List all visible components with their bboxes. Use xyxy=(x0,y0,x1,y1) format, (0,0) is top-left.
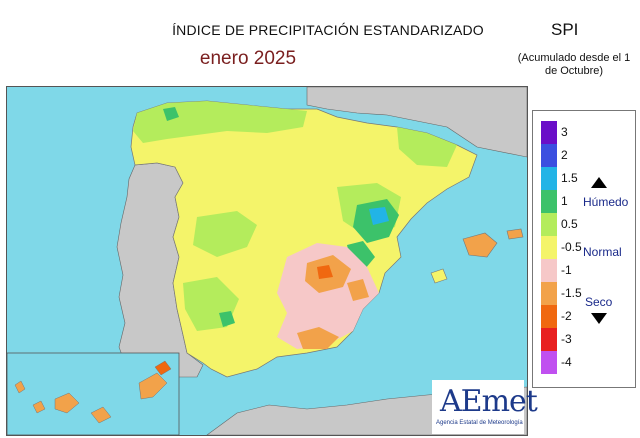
legend-swatch xyxy=(541,351,557,374)
wet-northeast-region xyxy=(397,127,457,167)
map-frame xyxy=(6,86,528,436)
legend-swatch xyxy=(541,236,557,259)
legend-swatch xyxy=(541,328,557,351)
spi-map xyxy=(7,87,527,435)
legend-wet-label: Húmedo xyxy=(583,195,629,209)
legend-swatch xyxy=(541,167,557,190)
wet-arrow-icon xyxy=(591,177,607,188)
legend-tick-label: 3 xyxy=(561,125,568,139)
canary-island-2 xyxy=(32,400,46,414)
wet-central-spot xyxy=(219,311,235,327)
legend-swatch xyxy=(541,305,557,328)
canary-island-5 xyxy=(138,372,168,400)
mallorca-island xyxy=(462,232,498,258)
legend-tick-label: 1.5 xyxy=(561,171,578,185)
legend-tick-label: 2 xyxy=(561,148,568,162)
legend-swatch xyxy=(541,282,557,305)
ibiza-island xyxy=(430,268,448,284)
legend-swatch xyxy=(541,213,557,236)
legend-tick-label: -1 xyxy=(561,263,572,277)
very-wet-spot xyxy=(369,207,389,225)
legend-tick-label: -2 xyxy=(561,309,572,323)
dry-arrow-icon xyxy=(591,313,607,324)
canary-island-1 xyxy=(14,380,26,394)
canary-island-3 xyxy=(54,392,80,414)
wet-galicia-spot xyxy=(163,107,179,121)
canary-island-4 xyxy=(90,406,112,424)
legend-dry-label: Seco xyxy=(585,295,613,309)
map-title: ÍNDICE DE PRECIPITACIÓN ESTANDARIZADO xyxy=(172,22,484,38)
dry-southeast-region xyxy=(277,243,379,349)
legend-swatch xyxy=(541,121,557,144)
logo-subtitle: Agencia Estatal de Meteorología xyxy=(436,420,523,426)
legend-tick-label: 0.5 xyxy=(561,217,578,231)
menorca-island xyxy=(506,228,524,240)
wet-central-region xyxy=(193,211,257,257)
legend-swatch xyxy=(541,259,557,282)
legend-swatch xyxy=(541,144,557,167)
logo-name: AEmet xyxy=(440,384,538,419)
canary-island-6 xyxy=(154,360,172,376)
legend-normal-label: Normal xyxy=(583,245,622,259)
legend: 3 2 1.5 1 0.5 -0.5 -1 -1.5 -2 -3 -4 Húmedo Normal … xyxy=(532,110,636,388)
legend-tick-label: 1 xyxy=(561,194,568,208)
legend-tick-label: -4 xyxy=(561,355,572,369)
legend-swatch xyxy=(541,190,557,213)
legend-tick-label: -3 xyxy=(561,332,572,346)
aemet-logo: AEmet Agencia Estatal de Meteorología xyxy=(432,380,538,434)
very-dry-spot xyxy=(317,265,333,279)
dry-south-area xyxy=(297,327,339,349)
france-land xyxy=(306,87,527,158)
dry-inner-area xyxy=(347,279,369,301)
legend-tick-label: -1.5 xyxy=(561,286,582,300)
map-period: enero 2025 xyxy=(199,48,297,69)
accumulation-note: (Acumulado desde el 1 de Octubre) xyxy=(517,52,631,77)
index-name: SPI xyxy=(551,20,579,39)
legend-tick-label: -0.5 xyxy=(561,240,582,254)
